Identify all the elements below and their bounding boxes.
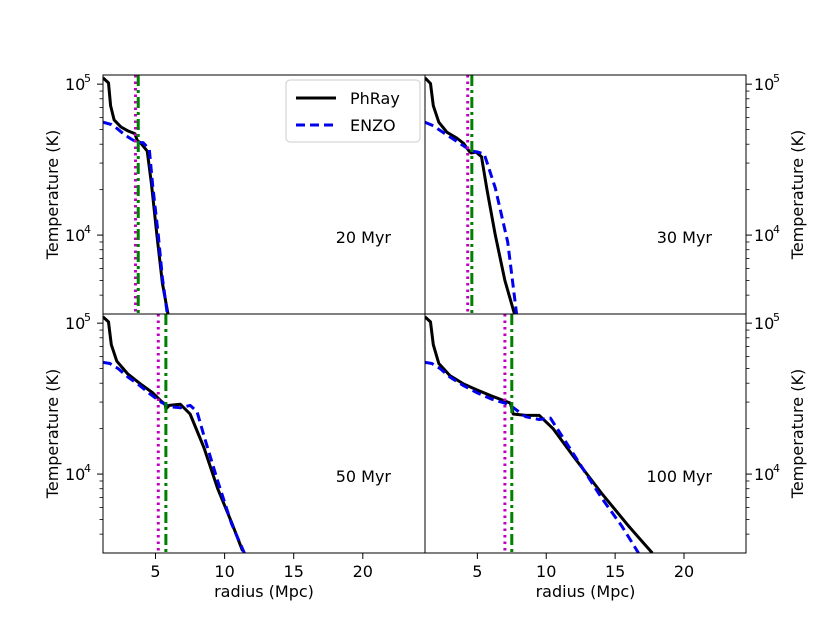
x-axis-ticks: 5 10 15 20	[472, 553, 694, 581]
legend: PhRay ENZO	[285, 79, 421, 143]
panel-30-myr: 30 Myr	[424, 74, 747, 315]
y-tick-exponent: 4	[773, 223, 780, 236]
y-tick-label: 10	[754, 226, 774, 245]
x-axis-label: radius (Mpc)	[214, 582, 314, 601]
x-tick-label: 10	[536, 562, 556, 581]
x-tick-label: 5	[472, 562, 482, 581]
x-tick-label: 10	[214, 562, 234, 581]
series-phray-line	[425, 76, 516, 314]
y-tick-exponent: 5	[84, 311, 91, 324]
series-enzo-line	[425, 120, 519, 314]
panel-frame	[102, 313, 426, 554]
y-tick-label: 10	[65, 465, 85, 484]
x-axis-label: radius (Mpc)	[536, 582, 636, 601]
series-phray-line	[103, 315, 244, 552]
y-axis-label-right: Temperature (K)	[788, 130, 807, 260]
y-tick-label: 10	[754, 465, 774, 484]
x-tick-label: 5	[150, 562, 160, 581]
panel-20-myr: 20 Myr	[102, 74, 426, 315]
y-axis-label-right: Temperature (K)	[788, 369, 807, 499]
panel-time-label: 20 Myr	[336, 228, 392, 247]
y-tick-label: 10	[65, 226, 85, 245]
panel-time-label: 50 Myr	[336, 467, 392, 486]
y-axis-label: Temperature (K)	[43, 130, 62, 260]
y-tick-exponent: 4	[84, 223, 91, 236]
panel-50-myr: 50 Myr	[102, 313, 426, 554]
y-tick-label: 10	[754, 75, 774, 94]
y-tick-label: 10	[754, 314, 774, 333]
panel-time-label: 100 Myr	[647, 467, 713, 486]
y-tick-exponent: 5	[773, 72, 780, 85]
panel-100-myr: 100 Myr	[424, 313, 747, 554]
legend-label-phray: PhRay	[350, 89, 400, 108]
legend-box	[285, 79, 421, 143]
series-phray-line	[425, 315, 654, 553]
y-tick-exponent: 5	[84, 72, 91, 85]
x-tick-label: 15	[605, 562, 625, 581]
series-enzo-line	[103, 120, 169, 314]
x-tick-label: 20	[353, 562, 373, 581]
panel-frame	[424, 313, 747, 554]
x-axis-ticks: 5 10 15 20	[150, 553, 373, 581]
x-tick-label: 20	[674, 562, 694, 581]
y-tick-exponent: 5	[773, 311, 780, 324]
y-tick-label: 10	[65, 314, 85, 333]
y-tick-label: 10	[65, 75, 85, 94]
x-tick-label: 15	[284, 562, 304, 581]
y-axis-label: Temperature (K)	[43, 369, 62, 499]
y-tick-exponent: 4	[773, 462, 780, 475]
legend-label-enzo: ENZO	[350, 116, 396, 135]
panel-time-label: 30 Myr	[657, 228, 713, 247]
series-enzo-line	[425, 360, 640, 553]
series-enzo-line	[103, 360, 246, 553]
y-tick-exponent: 4	[84, 462, 91, 475]
